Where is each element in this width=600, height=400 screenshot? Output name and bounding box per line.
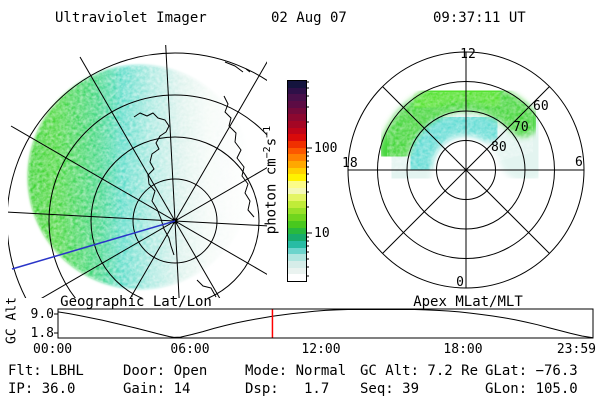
colorbar-band bbox=[288, 234, 306, 242]
mlat-label-60: 60 bbox=[533, 99, 549, 114]
status-glon: GLon: 105.0 bbox=[485, 381, 578, 397]
status-gcalt: GC Alt: 7.2 Re bbox=[360, 363, 479, 379]
colorbar-band bbox=[288, 181, 306, 188]
orbit-xtick-1800: 18:00 bbox=[443, 342, 483, 357]
orbit-altitude-plot bbox=[54, 308, 594, 339]
colorbar-band bbox=[288, 154, 306, 162]
status-dsp: Dsp: 1.7 bbox=[245, 381, 330, 397]
orbit-plot-frame bbox=[57, 308, 594, 339]
apex-polar-panel: 12 18 6 0 60 70 80 bbox=[342, 47, 585, 290]
colorbar-band bbox=[288, 227, 306, 235]
orbit-xtick-0000: 00:00 bbox=[33, 342, 73, 357]
colorbar-band bbox=[288, 174, 306, 182]
colorbar-band bbox=[288, 121, 306, 128]
colorbar-band bbox=[288, 94, 306, 102]
orbit-xtick-2359: 23:59 bbox=[556, 342, 596, 357]
colorbar-band bbox=[288, 194, 306, 202]
colorbar-band bbox=[288, 267, 306, 275]
status-gain: Gain: 14 bbox=[123, 381, 191, 397]
colorbar-band bbox=[288, 161, 306, 168]
colorbar-band bbox=[288, 167, 306, 175]
colorbar-tick-100: 100 bbox=[314, 141, 338, 156]
orbit-ylabel: GC Alt bbox=[4, 297, 20, 344]
colorbar-band bbox=[288, 107, 306, 115]
header-time: 09:37:11 UT bbox=[433, 10, 526, 26]
colorbar-band bbox=[288, 147, 306, 155]
status-seq: Seq: 39 bbox=[360, 381, 420, 397]
colorbar-band bbox=[288, 187, 306, 195]
colorbar-band bbox=[288, 141, 306, 148]
orbit-ytick-bottom: 1.8 bbox=[30, 326, 54, 341]
colorbar-band bbox=[288, 214, 306, 222]
mlt-label-18: 18 bbox=[342, 156, 358, 171]
colorbar-band bbox=[288, 254, 306, 262]
terminator-line bbox=[11, 220, 176, 270]
colorbar-band bbox=[288, 207, 306, 215]
antarctica-coastline bbox=[133, 61, 255, 298]
status-flt: Flt: LBHL bbox=[8, 363, 84, 379]
colorbar-band bbox=[288, 247, 306, 255]
header-date: 02 Aug 07 bbox=[271, 10, 347, 26]
colorbar-tick-10: 10 bbox=[314, 226, 330, 241]
mlat-label-70: 70 bbox=[513, 120, 529, 135]
colorbar bbox=[287, 80, 307, 282]
geo-emission-disk bbox=[28, 65, 252, 289]
apex-caption: Apex MLat/MLT bbox=[413, 294, 523, 310]
page-title: Ultraviolet Imager bbox=[55, 10, 207, 26]
colorbar-band bbox=[288, 221, 306, 228]
mlt-label-0: 0 bbox=[456, 275, 464, 290]
orbit-altitude-curve bbox=[57, 309, 594, 339]
colorbar-band bbox=[288, 201, 306, 208]
status-door: Door: Open bbox=[123, 363, 208, 379]
colorbar-band bbox=[288, 274, 306, 282]
geo-caption: Geographic Lat/Lon bbox=[60, 294, 212, 310]
status-mode: Mode: Normal bbox=[245, 363, 347, 379]
colorbar-unit-label: photon cm−2s−1 bbox=[262, 125, 280, 235]
status-glat: GLat: −76.3 bbox=[485, 363, 578, 379]
mlt-label-6: 6 bbox=[575, 155, 583, 170]
colorbar-band bbox=[288, 134, 306, 142]
colorbar-band bbox=[288, 81, 306, 88]
colorbar-band bbox=[288, 241, 306, 248]
geographic-image-panel bbox=[8, 45, 267, 298]
colorbar-band bbox=[288, 101, 306, 108]
colorbar-ticks bbox=[306, 81, 312, 277]
colorbar-band bbox=[288, 87, 306, 95]
colorbar-band bbox=[288, 127, 306, 135]
orbit-xtick-1200: 12:00 bbox=[301, 342, 341, 357]
orbit-xtick-0600: 06:00 bbox=[170, 342, 210, 357]
colorbar-band bbox=[288, 261, 306, 268]
status-ip: IP: 36.0 bbox=[8, 381, 76, 397]
apex-grid bbox=[347, 51, 585, 289]
orbit-ytick-top: 9.0 bbox=[30, 307, 54, 322]
colorbar-band bbox=[288, 114, 306, 122]
mlat-label-80: 80 bbox=[491, 140, 507, 155]
mlt-label-12: 12 bbox=[460, 47, 476, 62]
